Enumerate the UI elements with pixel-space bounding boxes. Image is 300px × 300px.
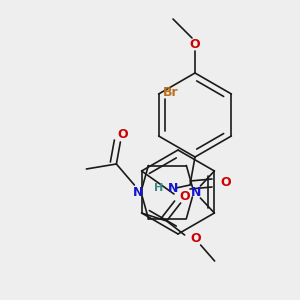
Text: N: N bbox=[133, 185, 144, 199]
Text: O: O bbox=[190, 38, 200, 52]
Text: N: N bbox=[191, 185, 202, 199]
Text: N: N bbox=[168, 182, 178, 194]
Text: O: O bbox=[179, 190, 190, 203]
Text: O: O bbox=[190, 232, 201, 245]
Text: O: O bbox=[220, 176, 231, 190]
Text: O: O bbox=[117, 128, 128, 140]
Text: H: H bbox=[154, 183, 163, 193]
Text: Br: Br bbox=[163, 85, 178, 98]
